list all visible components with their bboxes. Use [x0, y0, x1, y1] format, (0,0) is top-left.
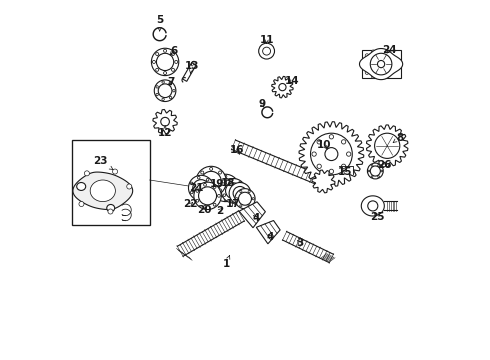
- Text: 12: 12: [158, 125, 172, 138]
- Bar: [362, 50, 400, 78]
- Circle shape: [156, 53, 174, 71]
- Polygon shape: [153, 109, 177, 134]
- Text: 4: 4: [252, 213, 260, 223]
- Text: 11: 11: [259, 35, 274, 45]
- Circle shape: [158, 84, 172, 98]
- Polygon shape: [312, 170, 335, 193]
- Polygon shape: [239, 202, 266, 228]
- Circle shape: [368, 163, 383, 179]
- Text: 19: 19: [210, 179, 224, 189]
- Ellipse shape: [107, 204, 115, 212]
- Text: 1: 1: [222, 256, 230, 269]
- Circle shape: [79, 202, 84, 207]
- Circle shape: [113, 169, 118, 174]
- Text: 14: 14: [285, 76, 300, 86]
- Circle shape: [235, 189, 255, 209]
- Polygon shape: [271, 76, 293, 98]
- Text: 9: 9: [258, 99, 266, 109]
- Text: 18: 18: [220, 178, 235, 188]
- Polygon shape: [367, 125, 408, 167]
- Text: 20: 20: [197, 204, 212, 215]
- Polygon shape: [182, 63, 196, 81]
- Circle shape: [362, 65, 366, 69]
- Circle shape: [221, 179, 245, 203]
- Circle shape: [194, 182, 221, 210]
- Text: 13: 13: [184, 60, 199, 73]
- Text: 16: 16: [230, 145, 245, 155]
- Text: 21: 21: [189, 183, 204, 193]
- Circle shape: [189, 175, 214, 201]
- Polygon shape: [256, 221, 280, 244]
- Circle shape: [239, 192, 251, 205]
- Circle shape: [229, 183, 251, 204]
- Circle shape: [365, 54, 369, 57]
- Text: 2: 2: [216, 206, 223, 216]
- Circle shape: [154, 80, 176, 102]
- Text: 17: 17: [226, 199, 241, 210]
- Circle shape: [259, 43, 274, 59]
- Circle shape: [216, 179, 235, 197]
- Text: 5: 5: [156, 15, 163, 31]
- Text: 6: 6: [170, 46, 177, 56]
- Polygon shape: [361, 196, 384, 216]
- Circle shape: [379, 49, 383, 52]
- Bar: [72, 140, 149, 225]
- Circle shape: [311, 133, 352, 175]
- Circle shape: [370, 166, 380, 176]
- Polygon shape: [73, 172, 133, 210]
- Circle shape: [151, 48, 179, 76]
- Circle shape: [225, 183, 242, 199]
- Text: 10: 10: [317, 140, 331, 150]
- Circle shape: [371, 50, 375, 54]
- Ellipse shape: [90, 180, 116, 202]
- Circle shape: [201, 171, 221, 192]
- Text: 4: 4: [267, 232, 274, 242]
- Text: 3: 3: [296, 238, 303, 248]
- Polygon shape: [360, 49, 403, 80]
- Circle shape: [127, 184, 132, 189]
- Text: 25: 25: [370, 212, 385, 222]
- Text: 24: 24: [382, 45, 397, 55]
- Circle shape: [362, 59, 366, 63]
- Circle shape: [379, 76, 383, 80]
- Circle shape: [365, 71, 369, 75]
- Circle shape: [198, 187, 217, 205]
- Ellipse shape: [77, 183, 86, 190]
- Circle shape: [193, 180, 209, 196]
- Circle shape: [108, 209, 113, 214]
- Text: 23: 23: [93, 156, 113, 170]
- Text: 7: 7: [168, 77, 175, 87]
- Text: 22: 22: [183, 199, 197, 210]
- Polygon shape: [299, 122, 364, 186]
- Circle shape: [371, 75, 375, 78]
- Circle shape: [374, 133, 400, 158]
- Text: 8: 8: [393, 132, 403, 143]
- Circle shape: [84, 171, 90, 176]
- Text: 15: 15: [338, 167, 352, 177]
- Circle shape: [212, 174, 239, 202]
- Text: 26: 26: [377, 160, 392, 170]
- Circle shape: [196, 166, 226, 197]
